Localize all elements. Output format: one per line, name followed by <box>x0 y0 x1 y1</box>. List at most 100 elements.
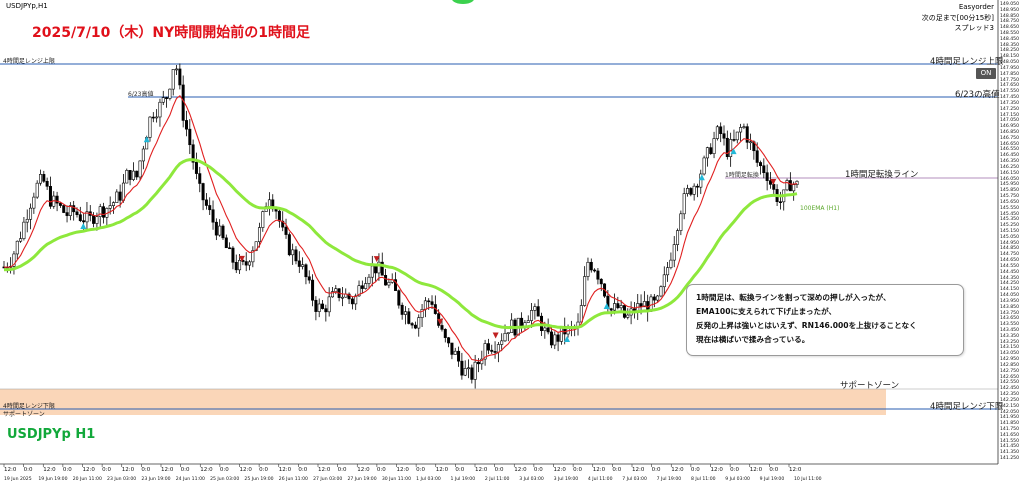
candle-body <box>616 303 620 309</box>
candle-body <box>135 170 139 178</box>
candle-body <box>294 249 298 262</box>
candle-body <box>171 69 175 90</box>
hour-tick-label: 12:0 <box>357 467 370 473</box>
hour-tick-label: 12:0 <box>749 467 763 473</box>
price-tick-label: 145.450 <box>1000 211 1019 217</box>
hour-tick-label: 0:0 <box>102 467 111 473</box>
candle-body <box>121 182 125 201</box>
candle-body <box>158 101 162 118</box>
price-tick-label: 142.350 <box>1000 392 1019 398</box>
candle-body <box>324 308 328 313</box>
price-tick-label: 146.650 <box>1000 141 1019 147</box>
price-tick-label: 141.250 <box>1000 456 1019 462</box>
comment-line: 現在は横ばいで揉み合っている。 <box>696 335 810 344</box>
signal-arrows <box>80 136 777 342</box>
price-tick-label: 141.450 <box>1000 444 1019 450</box>
candle-body <box>480 358 484 365</box>
price-tick-label: 143.750 <box>1000 310 1019 316</box>
candle-body <box>277 210 281 222</box>
hour-tick-label: 0:0 <box>494 467 504 473</box>
candle-body <box>400 304 404 315</box>
candle-body <box>440 325 444 330</box>
price-tick-label: 146.350 <box>1000 159 1019 165</box>
candle-body <box>12 253 16 267</box>
candle-body <box>321 303 325 309</box>
candle-body <box>423 300 427 310</box>
price-tick-label: 148.850 <box>1000 13 1019 19</box>
on-button[interactable]: ON <box>976 68 996 79</box>
easyorder-label: Easyorder <box>958 3 994 11</box>
price-tick-label: 141.750 <box>1000 426 1019 432</box>
buy-arrow-icon <box>698 174 705 181</box>
support-zone-left-label: サポートゾーン <box>3 411 45 418</box>
range-top-right-label: 4時間足レンジ上限 <box>930 57 1004 67</box>
candle-body <box>536 306 540 317</box>
candle-body <box>695 185 699 188</box>
hour-tick-label: 0:0 <box>533 467 543 473</box>
hour-tick-label: 12:0 <box>514 467 527 473</box>
candle-body <box>712 138 716 154</box>
candle-body <box>553 334 557 346</box>
price-tick-label: 143.150 <box>1000 345 1019 351</box>
date-tick-label: 27 Jun 03:00 <box>313 477 343 482</box>
hour-tick-label: 0:0 <box>62 467 72 473</box>
candle-body <box>715 126 719 139</box>
candle-body <box>118 191 122 201</box>
price-tick-label: 144.550 <box>1000 263 1019 269</box>
candle-body <box>755 150 759 163</box>
price-tick-label: 142.850 <box>1000 362 1019 368</box>
price-tick-label: 142.450 <box>1000 386 1019 392</box>
candle-body <box>739 127 743 133</box>
candle-body <box>238 259 242 271</box>
candle-body <box>384 274 388 286</box>
candle-body <box>656 295 660 301</box>
candle-body <box>583 276 587 306</box>
price-tick-label: 143.350 <box>1000 333 1019 339</box>
date-tick-label: 9 Jul 03:00 <box>725 477 750 482</box>
price-tick-label: 143.650 <box>1000 316 1019 322</box>
price-tick-label: 145.350 <box>1000 217 1019 223</box>
candle-body <box>248 261 252 266</box>
candle-body <box>198 173 202 184</box>
candle-body <box>141 148 145 162</box>
price-tick-label: 145.050 <box>1000 234 1019 240</box>
candle-body <box>334 288 338 292</box>
candle-body <box>596 270 600 280</box>
support-zone-right-label: サポートゾーン <box>840 381 900 391</box>
date-tick-label: 30 Jun 11:00 <box>381 477 411 482</box>
price-tick-label: 142.950 <box>1000 357 1019 363</box>
price-tick-label: 142.150 <box>1000 403 1019 409</box>
candle-body <box>78 214 82 221</box>
sell-arrow-icon <box>373 256 380 263</box>
candle-body <box>155 116 159 119</box>
buy-arrow-icon <box>143 136 150 143</box>
price-tick-label: 147.750 <box>1000 77 1019 83</box>
candle-body <box>367 276 371 284</box>
candle-body <box>735 131 739 141</box>
turn-line-small-label: 1時間足転換 <box>725 172 759 179</box>
date-tick-label: 1 Jul 19:00 <box>450 477 476 482</box>
date-tick-label: 2 Jul 11:00 <box>484 477 510 482</box>
candle-body <box>218 225 222 236</box>
price-tick-label: 144.650 <box>1000 258 1019 264</box>
price-tick-label: 145.850 <box>1000 188 1019 194</box>
date-tick-label: 1 Jul 03:00 <box>416 477 441 482</box>
candle-body <box>62 205 66 213</box>
candle-body <box>350 298 354 305</box>
comment-line: 反発の上昇は強いとはいえず、RN146.000を上抜けることなく <box>696 321 917 330</box>
date-tick-label: 27 Jun 19:00 <box>347 477 377 482</box>
candle-body <box>297 260 301 267</box>
candle-body <box>48 186 52 207</box>
hour-tick-label: 0:0 <box>612 467 622 473</box>
candle-body <box>65 212 69 216</box>
date-tick-label: 24 Jun 11:00 <box>175 477 205 482</box>
candle-body <box>659 286 663 297</box>
candle-body <box>347 293 351 300</box>
candle-body <box>785 180 789 191</box>
ema-fast-line <box>3 94 798 362</box>
candle-body <box>467 367 471 370</box>
candle-body <box>231 247 235 263</box>
price-tick-label: 148.350 <box>1000 42 1019 48</box>
